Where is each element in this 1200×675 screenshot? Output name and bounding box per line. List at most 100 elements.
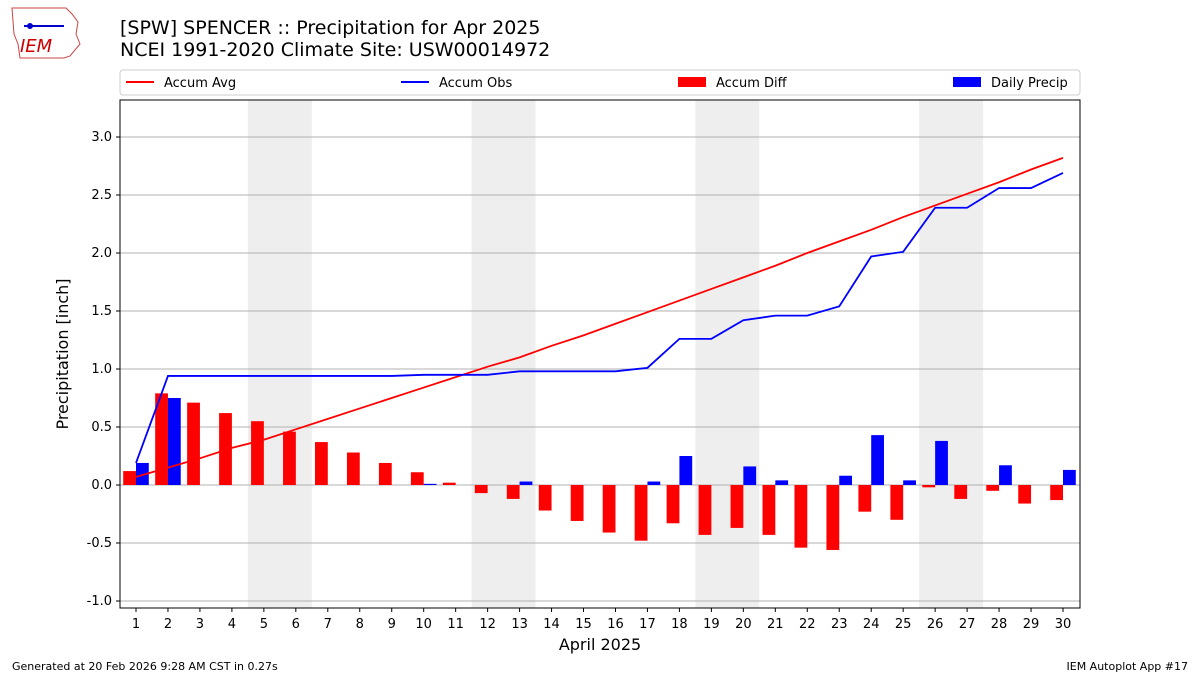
y-tick-label: 2.5	[91, 188, 112, 203]
x-tick-label: 26	[927, 617, 944, 632]
accum-diff-bar	[123, 471, 136, 485]
daily-precip-bar	[519, 481, 533, 485]
legend-label: Accum Obs	[439, 76, 512, 91]
x-tick-label: 17	[639, 617, 656, 632]
daily-precip-bar	[999, 465, 1012, 485]
x-tick-label: 30	[1055, 617, 1072, 632]
x-tick-label: 7	[324, 617, 332, 632]
x-tick-label: 15	[575, 617, 592, 632]
y-tick-label: 0.0	[91, 478, 112, 493]
y-tick-label: -0.5	[87, 536, 112, 551]
daily-precip-bar	[743, 466, 757, 485]
accum-diff-bar	[954, 485, 968, 499]
accum-diff-bar	[570, 485, 584, 521]
accum-diff-bar	[442, 482, 456, 485]
x-tick-label: 3	[196, 617, 204, 632]
accum-diff-bar	[251, 421, 264, 485]
accum-diff-bar	[378, 462, 392, 485]
daily-precip-bar	[1063, 469, 1076, 485]
footer-app: IEM Autoplot App #17	[1066, 660, 1189, 673]
x-tick-label: 18	[671, 617, 688, 632]
accum-diff-bar	[155, 393, 168, 485]
legend-label: Accum Diff	[716, 76, 788, 91]
x-tick-label: 29	[1023, 617, 1040, 632]
x-tick-label: 19	[703, 617, 720, 632]
x-tick-label: 13	[511, 617, 528, 632]
x-tick-label: 25	[895, 617, 912, 632]
accum-diff-bar	[538, 485, 552, 511]
daily-precip-bar	[679, 456, 693, 485]
x-tick-label: 27	[959, 617, 976, 632]
accum-diff-bar	[506, 485, 520, 499]
accum-diff-bar	[474, 485, 488, 494]
x-tick-label: 23	[831, 617, 848, 632]
x-tick-label: 22	[799, 617, 816, 632]
accum-avg-line	[135, 157, 1064, 478]
accum-diff-bar	[826, 485, 840, 550]
x-tick-label: 5	[260, 617, 268, 632]
y-tick-label: 0.5	[91, 420, 112, 435]
accum-diff-bar	[602, 485, 616, 533]
y-tick-label: 1.0	[91, 362, 112, 377]
weekend-shade	[247, 100, 312, 608]
legend-label: Daily Precip	[991, 76, 1068, 91]
footer-generated: Generated at 20 Feb 2026 9:28 AM CST in …	[12, 660, 278, 673]
iem-logo: IEM	[11, 7, 81, 59]
accum-diff-bar	[858, 485, 872, 512]
y-tick-label: 1.5	[91, 304, 112, 319]
accum-diff-bar	[634, 485, 648, 541]
x-tick-label: 14	[543, 617, 560, 632]
svg-text:IEM: IEM	[20, 36, 53, 57]
accum-diff-bar	[283, 431, 296, 485]
x-axis-label: April 2025	[559, 635, 641, 654]
accum-diff-bar	[346, 452, 360, 485]
legend-box	[119, 69, 1081, 96]
accum-diff-bar	[1050, 485, 1063, 501]
daily-precip-bar	[136, 462, 149, 485]
weekend-shade	[919, 100, 984, 608]
daily-precip-bar	[871, 435, 884, 485]
daily-precip-bar	[775, 480, 789, 485]
accum-diff-bar	[698, 485, 712, 535]
accum-diff-bar	[410, 472, 424, 485]
plot-frame	[119, 99, 1081, 609]
legend-swatch-3	[953, 77, 981, 87]
accum-diff-bar	[986, 485, 1000, 491]
daily-precip-bar	[423, 483, 437, 485]
x-tick-label: 12	[479, 617, 496, 632]
legend-swatch-2	[678, 77, 706, 87]
y-axis-label: Precipitation [inch]	[53, 278, 72, 429]
accum-diff-bar	[315, 442, 328, 485]
legend-label: Accum Avg	[164, 76, 236, 91]
accum-diff-bar	[1018, 485, 1032, 504]
x-tick-label: 2	[164, 617, 172, 632]
accum-diff-bar	[922, 485, 936, 488]
chart-title: [SPW] SPENCER :: Precipitation for Apr 2…	[120, 17, 541, 39]
x-tick-label: 24	[863, 617, 880, 632]
accum-diff-bar	[666, 485, 680, 524]
accum-diff-bar	[794, 485, 808, 548]
weekend-shade	[471, 100, 536, 608]
daily-precip-bar	[167, 398, 181, 485]
daily-precip-bar	[647, 481, 661, 485]
daily-precip-bar	[839, 475, 853, 485]
x-tick-label: 28	[991, 617, 1008, 632]
x-tick-label: 20	[735, 617, 752, 632]
chart-subtitle: NCEI 1991-2020 Climate Site: USW00014972	[120, 39, 551, 61]
x-tick-label: 1	[132, 617, 140, 632]
x-tick-label: 8	[356, 617, 364, 632]
accum-obs-line	[135, 172, 1064, 464]
x-tick-label: 16	[607, 617, 624, 632]
y-tick-label: 3.0	[91, 130, 112, 145]
x-tick-label: 11	[447, 617, 464, 632]
x-tick-label: 10	[415, 617, 432, 632]
x-tick-label: 4	[228, 617, 236, 632]
daily-precip-bar	[935, 440, 948, 485]
accum-diff-bar	[890, 485, 904, 520]
x-tick-label: 6	[292, 617, 300, 632]
accum-diff-bar	[762, 485, 776, 535]
x-tick-label: 9	[388, 617, 396, 632]
x-tick-label: 21	[767, 617, 784, 632]
accum-diff-bar	[730, 485, 744, 528]
